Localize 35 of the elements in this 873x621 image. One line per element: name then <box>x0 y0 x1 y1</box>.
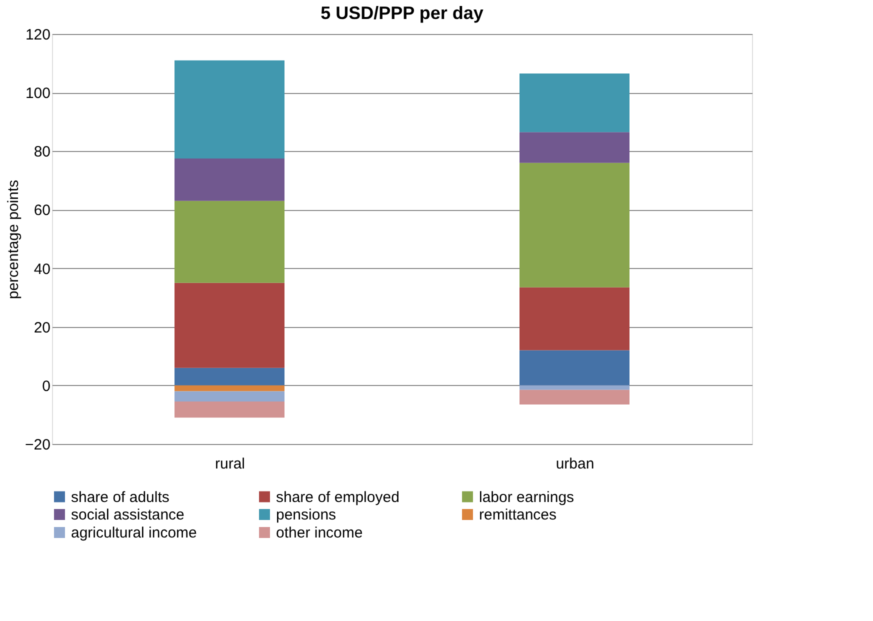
x-tick-label: rural <box>214 456 246 472</box>
y-tick-label: 100 <box>25 85 50 102</box>
legend-label: labor earnings <box>479 488 574 506</box>
y-axis-title: percentage points <box>5 180 22 300</box>
bar <box>174 368 284 386</box>
x-tick-label: urban <box>556 456 594 472</box>
legend-label: agricultural income <box>71 524 197 542</box>
bar <box>520 74 630 132</box>
legend-label: remittances <box>479 506 557 524</box>
legend-label: share of employed <box>276 488 400 506</box>
y-tick-label: 80 <box>34 144 50 161</box>
bar <box>174 60 284 158</box>
legend-label: pensions <box>276 506 336 524</box>
y-tick-label: 120 <box>25 26 50 44</box>
y-tick-label: 60 <box>34 202 50 220</box>
bar <box>174 391 284 402</box>
legend-label: share of adults <box>71 488 170 506</box>
y-tick-label: −20 <box>25 436 50 454</box>
y-tick-label: 40 <box>34 260 50 278</box>
bar <box>174 282 284 368</box>
bar <box>520 132 630 163</box>
bar <box>520 390 630 404</box>
bar <box>174 158 284 201</box>
bar <box>520 287 630 350</box>
chart-title: 5 USD/PPP per day <box>320 3 484 23</box>
bar <box>520 162 630 288</box>
legend-label: social assistance <box>71 506 184 524</box>
bar <box>174 402 284 418</box>
legend-label: other income <box>276 524 363 542</box>
bar <box>520 350 630 386</box>
bar <box>174 200 284 283</box>
y-tick-label: 0 <box>42 378 50 395</box>
bar <box>520 385 630 390</box>
y-tick-label: 20 <box>34 319 50 336</box>
bar <box>174 385 284 392</box>
